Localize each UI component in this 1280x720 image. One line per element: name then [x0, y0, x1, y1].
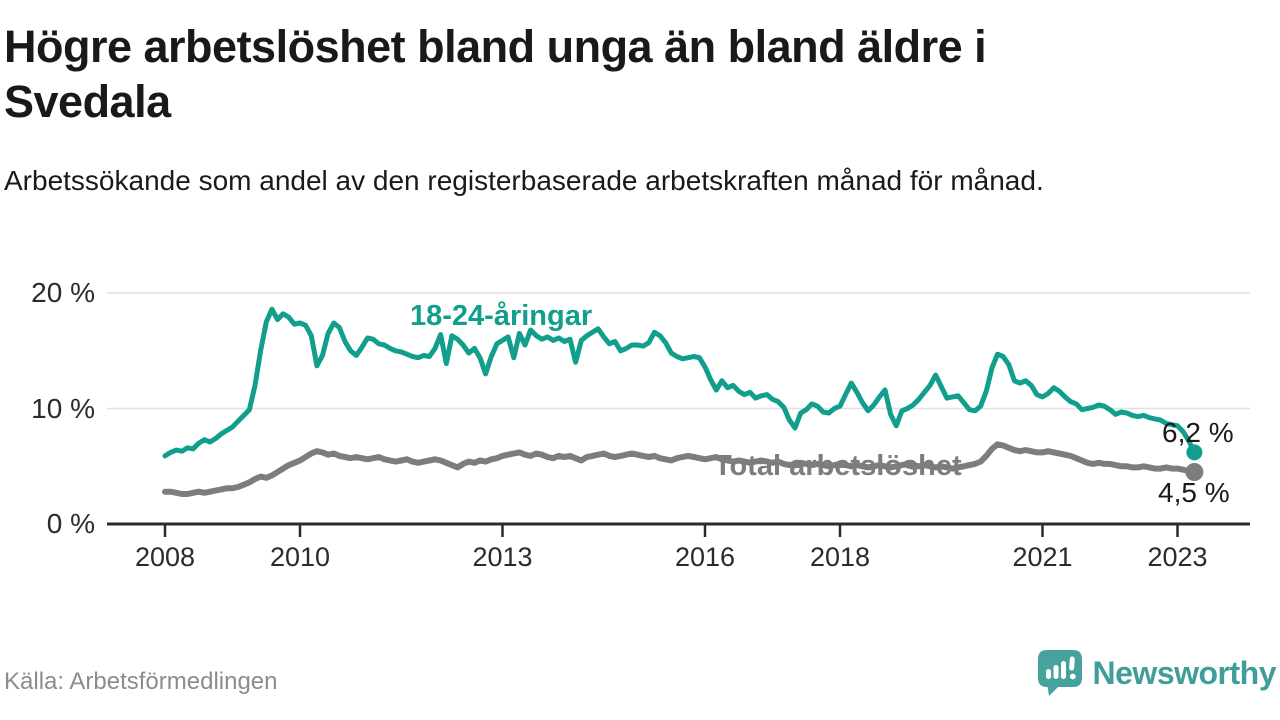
- series-line-total: [162, 441, 1198, 497]
- x-tick-label: 2018: [809, 542, 871, 572]
- series-label-youth: 18-24-åringar: [410, 300, 593, 332]
- newsworthy-logo: Newsworthy: [1036, 648, 1277, 698]
- x-tick-label: 2013: [472, 542, 533, 572]
- x-tick-label: 2016: [674, 542, 736, 572]
- newsworthy-logo-icon: [1037, 650, 1082, 696]
- end-value-total: 4,5 %: [1158, 477, 1230, 508]
- source-credit: Källa: Arbetsförmedlingen: [4, 668, 278, 695]
- y-tick-label: 20 %: [31, 277, 95, 308]
- series-end-dot-youth: [1186, 444, 1203, 461]
- chart-title: Högre arbetslöshet bland unga än bland ä…: [4, 21, 987, 127]
- x-tick-label: 2008: [134, 542, 196, 572]
- end-value-youth: 6,2 %: [1162, 417, 1234, 448]
- series-end-dot-total: [1185, 463, 1204, 481]
- x-tick-label: 2010: [269, 542, 331, 572]
- chart-subtitle: Arbetssökande som andel av den registerb…: [4, 165, 1044, 196]
- series-label-total: Total arbetslöshet: [714, 450, 962, 482]
- y-tick-label: 10 %: [31, 392, 95, 424]
- newsworthy-logo-text: Newsworthy: [1092, 654, 1277, 691]
- series-line-youth: [162, 306, 1197, 459]
- x-tick-label: 2023: [1147, 542, 1208, 572]
- x-tick-label: 2021: [1012, 542, 1073, 572]
- y-tick-label: 0 %: [46, 508, 95, 539]
